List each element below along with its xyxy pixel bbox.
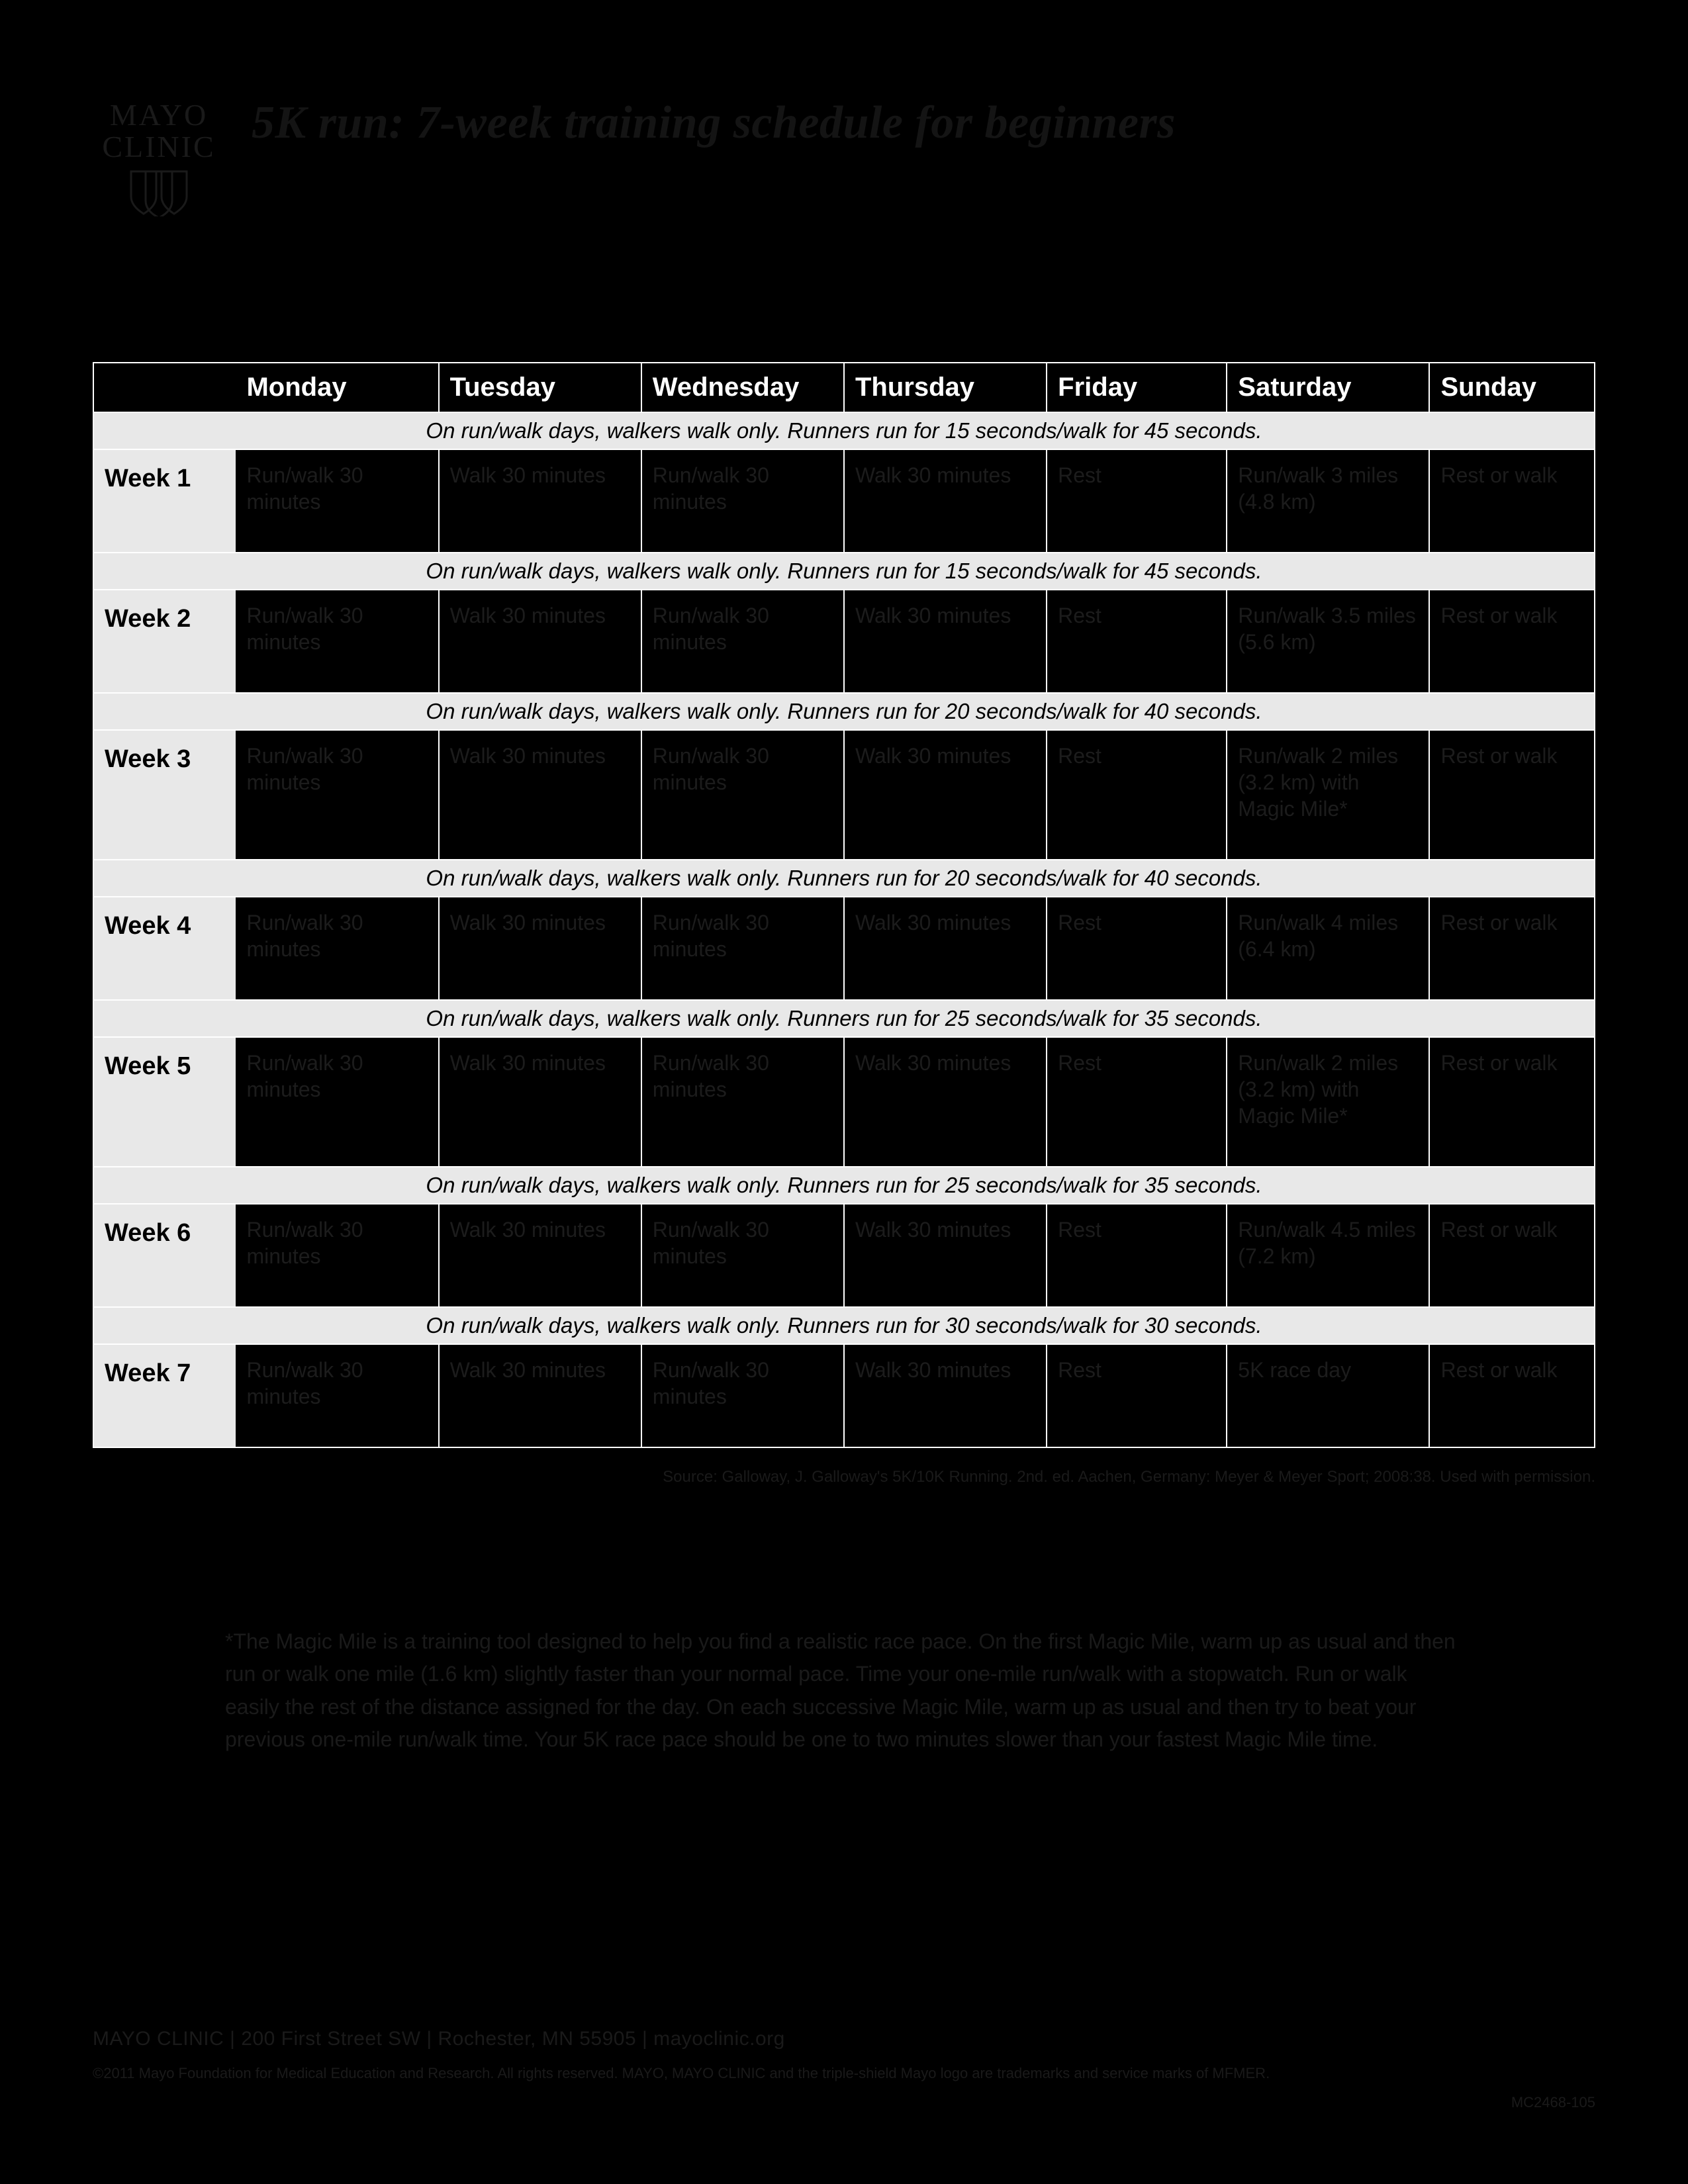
col-blank: [93, 363, 236, 412]
week-row: Week 6Run/walk 30 minutesWalk 30 minutes…: [93, 1204, 1595, 1307]
day-cell: Run/walk 30 minutes: [641, 1204, 844, 1307]
week-row: Week 2Run/walk 30 minutesWalk 30 minutes…: [93, 590, 1595, 693]
week-note-row: On run/walk days, walkers walk only. Run…: [93, 1307, 1595, 1344]
source-citation: Source: Galloway, J. Galloway's 5K/10K R…: [93, 1468, 1595, 1486]
week-note: On run/walk days, walkers walk only. Run…: [93, 1167, 1595, 1204]
week-row: Week 7Run/walk 30 minutesWalk 30 minutes…: [93, 1344, 1595, 1447]
week-note-row: On run/walk days, walkers walk only. Run…: [93, 1167, 1595, 1204]
day-cell: Run/walk 30 minutes: [641, 449, 844, 553]
col-sunday: Sunday: [1429, 363, 1595, 412]
footer-copyright: ©2011 Mayo Foundation for Medical Educat…: [93, 2065, 1595, 2082]
col-tuesday: Tuesday: [439, 363, 641, 412]
day-cell: Walk 30 minutes: [844, 590, 1047, 693]
day-cell: Walk 30 minutes: [439, 590, 641, 693]
footer-address: MAYO CLINIC | 200 First Street SW | Roch…: [93, 2028, 1595, 2050]
col-thursday: Thursday: [844, 363, 1047, 412]
day-cell: Walk 30 minutes: [439, 449, 641, 553]
week-note: On run/walk days, walkers walk only. Run…: [93, 553, 1595, 590]
day-cell: Walk 30 minutes: [844, 1344, 1047, 1447]
col-wednesday: Wednesday: [641, 363, 844, 412]
day-cell: Run/walk 2 miles (3.2 km) with Magic Mil…: [1227, 730, 1429, 860]
day-cell: Rest or walk: [1429, 897, 1595, 1000]
week-row: Week 5Run/walk 30 minutesWalk 30 minutes…: [93, 1037, 1595, 1167]
day-cell: Run/walk 30 minutes: [641, 590, 844, 693]
week-label: Week 3: [93, 730, 236, 860]
week-note: On run/walk days, walkers walk only. Run…: [93, 1307, 1595, 1344]
day-cell: Run/walk 30 minutes: [641, 1037, 844, 1167]
day-cell: Walk 30 minutes: [439, 1037, 641, 1167]
week-note-row: On run/walk days, walkers walk only. Run…: [93, 860, 1595, 897]
day-cell: Walk 30 minutes: [439, 1204, 641, 1307]
week-label: Week 4: [93, 897, 236, 1000]
day-cell: Walk 30 minutes: [844, 730, 1047, 860]
day-cell: Run/walk 30 minutes: [236, 1344, 438, 1447]
day-cell: Run/walk 30 minutes: [236, 590, 438, 693]
day-cell: Rest or walk: [1429, 590, 1595, 693]
day-cell: Run/walk 30 minutes: [236, 730, 438, 860]
footer: MAYO CLINIC | 200 First Street SW | Roch…: [93, 2028, 1595, 2111]
day-cell: Rest: [1047, 1037, 1227, 1167]
day-cell: 5K race day: [1227, 1344, 1429, 1447]
day-cell: Rest or walk: [1429, 1037, 1595, 1167]
day-cell: Run/walk 30 minutes: [236, 449, 438, 553]
day-cell: Run/walk 30 minutes: [236, 1204, 438, 1307]
week-note-row: On run/walk days, walkers walk only. Run…: [93, 1000, 1595, 1037]
col-friday: Friday: [1047, 363, 1227, 412]
week-note: On run/walk days, walkers walk only. Run…: [93, 693, 1595, 730]
week-note: On run/walk days, walkers walk only. Run…: [93, 860, 1595, 897]
training-schedule-table: Monday Tuesday Wednesday Thursday Friday…: [93, 362, 1595, 1448]
day-cell: Run/walk 30 minutes: [641, 730, 844, 860]
day-cell: Walk 30 minutes: [439, 897, 641, 1000]
day-cell: Run/walk 4 miles (6.4 km): [1227, 897, 1429, 1000]
day-cell: Run/walk 30 minutes: [236, 1037, 438, 1167]
day-cell: Walk 30 minutes: [844, 1204, 1047, 1307]
header: MAYO CLINIC 5K run: 7-week training sche…: [93, 99, 1595, 216]
footer-doc-id: MC2468-105: [93, 2094, 1595, 2111]
day-cell: Run/walk 3 miles (4.8 km): [1227, 449, 1429, 553]
magic-mile-note: *The Magic Mile is a training tool desig…: [93, 1625, 1595, 1756]
week-label: Week 5: [93, 1037, 236, 1167]
day-cell: Walk 30 minutes: [439, 1344, 641, 1447]
day-cell: Rest: [1047, 897, 1227, 1000]
mayo-logo: MAYO CLINIC: [93, 99, 225, 216]
col-saturday: Saturday: [1227, 363, 1429, 412]
week-label: Week 6: [93, 1204, 236, 1307]
week-note-row: On run/walk days, walkers walk only. Run…: [93, 693, 1595, 730]
day-cell: Rest: [1047, 1204, 1227, 1307]
day-cell: Rest: [1047, 449, 1227, 553]
day-cell: Rest or walk: [1429, 1204, 1595, 1307]
week-note: On run/walk days, walkers walk only. Run…: [93, 1000, 1595, 1037]
week-label: Week 7: [93, 1344, 236, 1447]
week-row: Week 1Run/walk 30 minutesWalk 30 minutes…: [93, 449, 1595, 553]
day-cell: Walk 30 minutes: [844, 897, 1047, 1000]
day-cell: Rest: [1047, 730, 1227, 860]
week-row: Week 3Run/walk 30 minutesWalk 30 minutes…: [93, 730, 1595, 860]
week-row: Week 4Run/walk 30 minutesWalk 30 minutes…: [93, 897, 1595, 1000]
header-row: Monday Tuesday Wednesday Thursday Friday…: [93, 363, 1595, 412]
day-cell: Rest or walk: [1429, 730, 1595, 860]
day-cell: Walk 30 minutes: [439, 730, 641, 860]
col-monday: Monday: [236, 363, 438, 412]
week-label: Week 1: [93, 449, 236, 553]
page-title: 5K run: 7-week training schedule for beg…: [252, 97, 1176, 150]
day-cell: Run/walk 30 minutes: [236, 897, 438, 1000]
week-note: On run/walk days, walkers walk only. Run…: [93, 412, 1595, 449]
day-cell: Rest: [1047, 1344, 1227, 1447]
day-cell: Rest or walk: [1429, 449, 1595, 553]
day-cell: Run/walk 3.5 miles (5.6 km): [1227, 590, 1429, 693]
week-note-row: On run/walk days, walkers walk only. Run…: [93, 553, 1595, 590]
day-cell: Rest or walk: [1429, 1344, 1595, 1447]
day-cell: Run/walk 30 minutes: [641, 1344, 844, 1447]
shield-icon: [126, 170, 192, 216]
logo-line2: CLINIC: [93, 131, 225, 163]
day-cell: Walk 30 minutes: [844, 1037, 1047, 1167]
day-cell: Walk 30 minutes: [844, 449, 1047, 553]
week-label: Week 2: [93, 590, 236, 693]
day-cell: Run/walk 2 miles (3.2 km) with Magic Mil…: [1227, 1037, 1429, 1167]
logo-line1: MAYO: [93, 99, 225, 131]
day-cell: Rest: [1047, 590, 1227, 693]
day-cell: Run/walk 30 minutes: [641, 897, 844, 1000]
day-cell: Run/walk 4.5 miles (7.2 km): [1227, 1204, 1429, 1307]
week-note-row: On run/walk days, walkers walk only. Run…: [93, 412, 1595, 449]
